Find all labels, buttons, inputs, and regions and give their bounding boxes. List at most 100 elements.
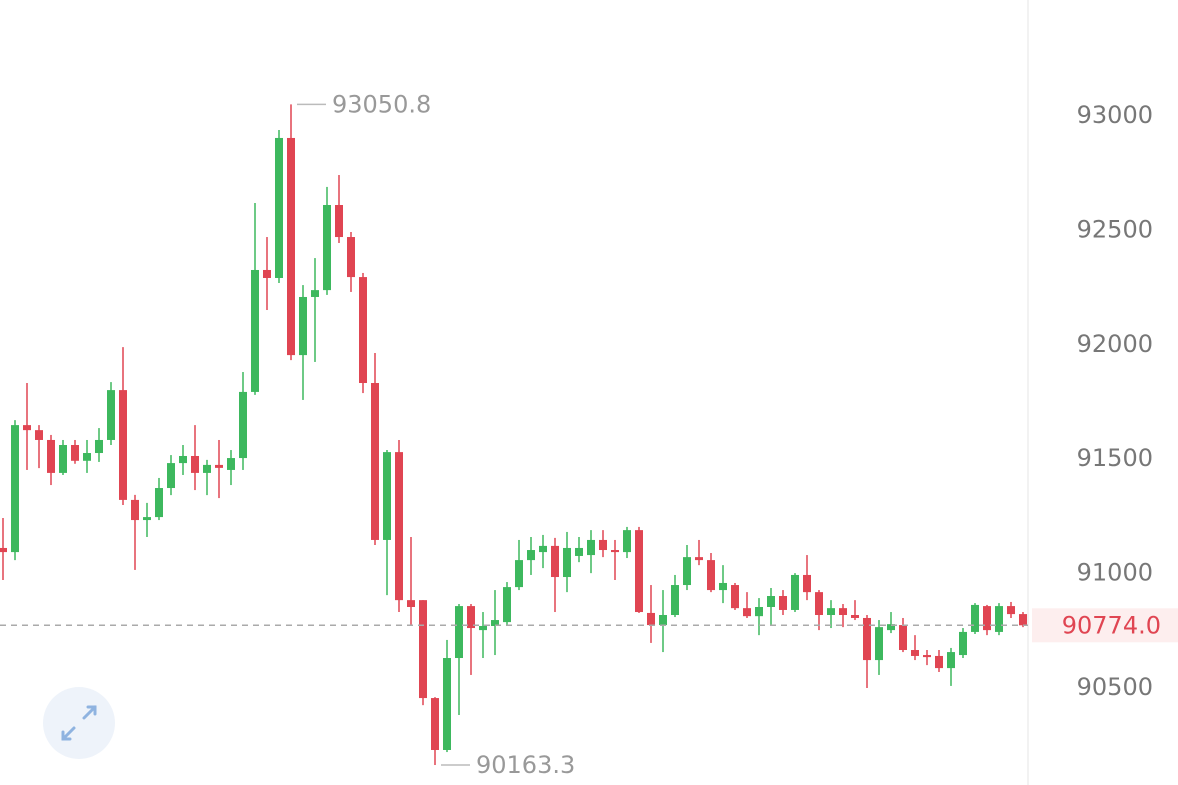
candle-body (923, 655, 931, 658)
y-tick-label: 92000 (1077, 330, 1153, 358)
candle-body (551, 545, 559, 578)
candle-body (983, 606, 991, 631)
candle-body (407, 600, 415, 607)
candle-body (323, 205, 331, 291)
candle-body (227, 458, 235, 470)
candle-body (947, 652, 955, 669)
candle-body (215, 464, 223, 468)
expand-button[interactable] (43, 687, 115, 759)
candle-body (695, 557, 703, 561)
candle-body (107, 390, 115, 440)
candle-body (527, 550, 535, 561)
candle-body (719, 582, 727, 591)
last-price-label: 90774.0 (1062, 611, 1161, 639)
expand-button-bg[interactable] (43, 687, 115, 759)
expand-icon[interactable] (61, 705, 97, 741)
candle-body (755, 606, 763, 617)
candle-body (599, 539, 607, 551)
candle-body (575, 547, 583, 556)
high-label: 93050.8 (332, 90, 431, 118)
candle-body (431, 698, 439, 750)
candle-body (11, 425, 19, 553)
candle-body (563, 547, 571, 578)
candle-body (863, 617, 871, 661)
candle-body (467, 606, 475, 629)
candle-body (443, 658, 451, 750)
candle-body (911, 650, 919, 656)
candle-body (83, 453, 91, 461)
candle-body (743, 608, 751, 617)
y-tick-label: 90500 (1077, 673, 1153, 701)
candle-body (167, 463, 175, 489)
candle-body (647, 612, 655, 626)
candle-body (251, 269, 259, 392)
candle-body (263, 269, 271, 278)
candle-body (731, 585, 739, 609)
candle-body (767, 596, 775, 607)
candle-body (503, 587, 511, 623)
candle-body (71, 445, 79, 461)
candle-body (275, 137, 283, 278)
candle-body (539, 545, 547, 553)
candle-body (671, 585, 679, 616)
y-tick-label: 91500 (1077, 444, 1153, 472)
candle-body (587, 539, 595, 556)
candle-body (875, 627, 883, 661)
candle-body (827, 608, 835, 616)
candle-body (491, 620, 499, 626)
candle-body (23, 425, 31, 431)
candle-body (803, 574, 811, 593)
candle-body (611, 550, 619, 553)
last-price-badge (1032, 608, 1178, 643)
low-label: 90163.3 (476, 751, 575, 779)
candle-body (899, 625, 907, 651)
candle-body (851, 615, 859, 618)
candle-body (383, 452, 391, 540)
candle-body (371, 383, 379, 540)
candle-body (515, 560, 523, 588)
candle-body (0, 547, 7, 553)
candle-body (959, 631, 967, 656)
candle-body (347, 237, 355, 278)
y-tick-label: 91000 (1077, 559, 1153, 587)
candle-body (155, 488, 163, 518)
candle-body (707, 560, 715, 591)
candle-body (299, 296, 307, 356)
candle-body (35, 430, 43, 440)
candle-body (287, 137, 295, 356)
y-tick-label: 92500 (1077, 215, 1153, 243)
candle-body (335, 205, 343, 238)
candle-body (1019, 614, 1027, 626)
candle-body (635, 530, 643, 613)
candle-body (815, 592, 823, 616)
candle-body (839, 608, 847, 616)
candle-body (479, 625, 487, 631)
candle-body (659, 615, 667, 626)
candle-body (59, 445, 67, 473)
candle-body (623, 530, 631, 553)
candle-body (311, 290, 319, 297)
candle-body (95, 439, 103, 454)
candle-body (239, 391, 247, 459)
y-tick-label: 93000 (1077, 101, 1153, 129)
candle-body (887, 624, 895, 631)
candle-body (47, 439, 55, 473)
candle-body (791, 574, 799, 610)
candle-body (203, 464, 211, 473)
candle-body (143, 517, 151, 521)
candle-body (455, 606, 463, 659)
candle-body (971, 604, 979, 632)
candle-body (131, 499, 139, 521)
candle-body (359, 277, 367, 384)
candle-body (779, 596, 787, 610)
candle-body (179, 455, 187, 464)
candle-body (935, 655, 943, 669)
candle-body (1007, 606, 1015, 615)
candle-body (995, 606, 1003, 632)
candle-body (395, 452, 403, 601)
candle-body (683, 557, 691, 586)
candle-body (191, 455, 199, 473)
candle-body (419, 600, 427, 699)
